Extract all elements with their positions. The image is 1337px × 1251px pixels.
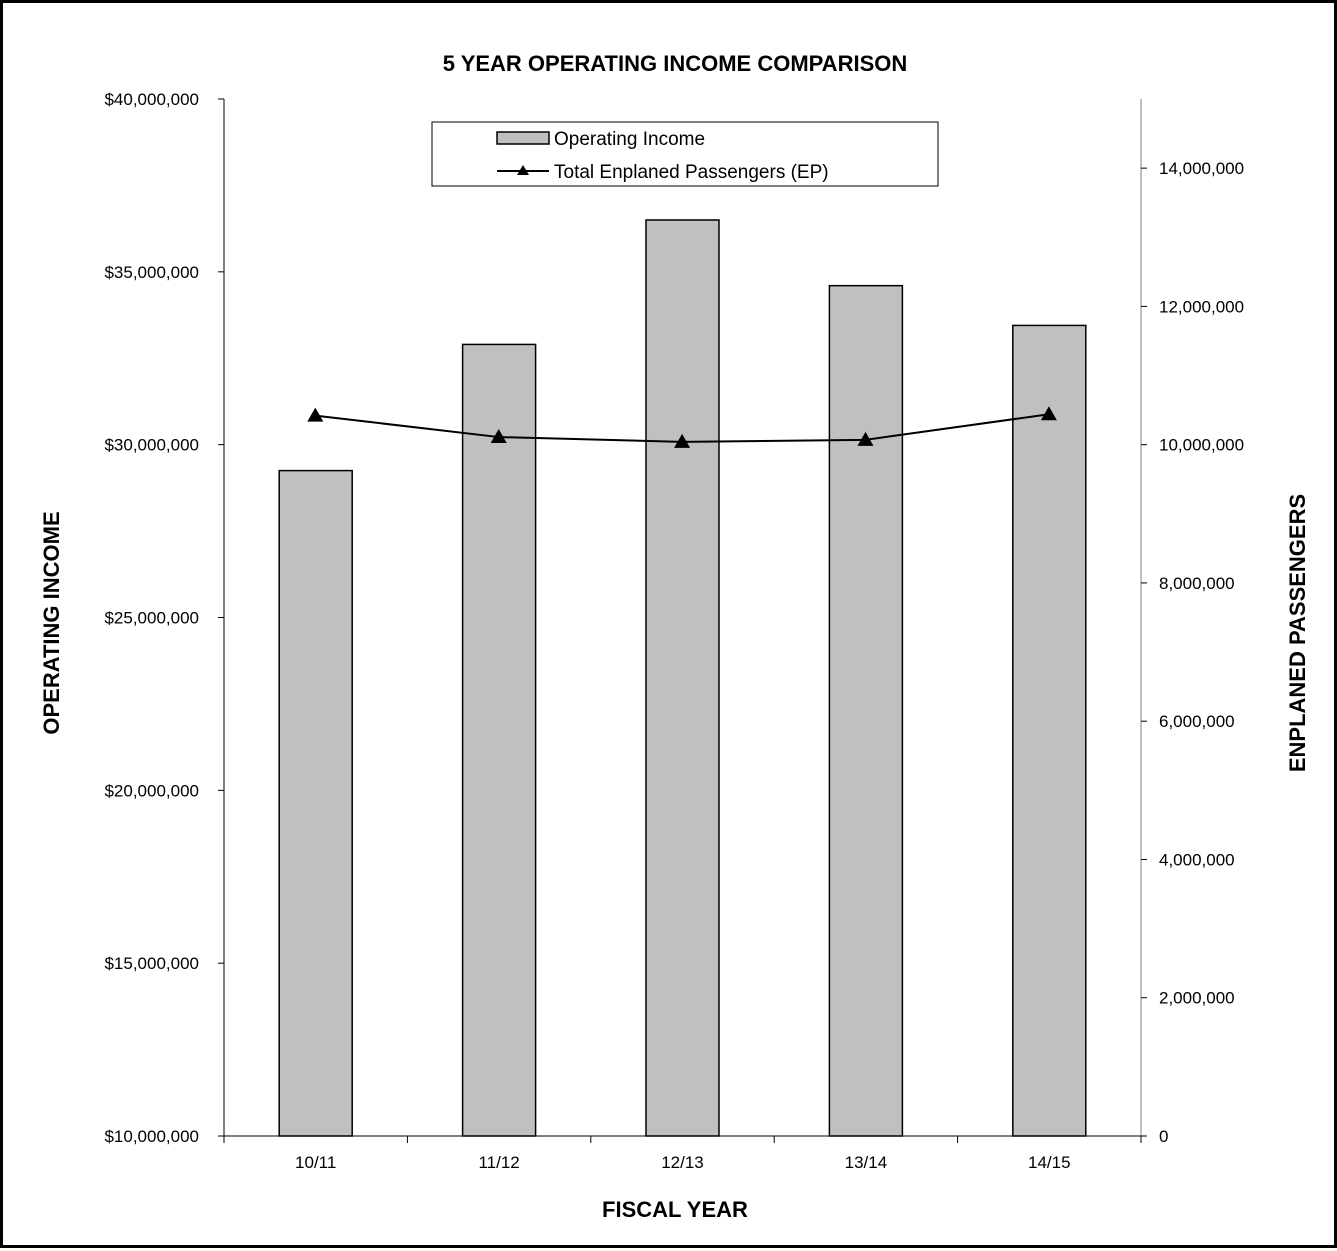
bar-operating-income-13-14 (828, 284, 904, 1137)
legend-triangle-marker (517, 165, 529, 175)
x-tick-label: 12/13 (661, 1153, 704, 1172)
x-axis: 10/11 11/12 12/13 13/14 14/15 (223, 1136, 1142, 1172)
marker-enplaned-passengers-14-15 (1040, 406, 1057, 421)
marker-enplaned-passengers-10-11 (307, 407, 324, 422)
y-tick-label: $40,000,000 (104, 90, 199, 109)
y-tick-label: $20,000,000 (104, 781, 199, 800)
y-tick-label: $10,000,000 (104, 1127, 199, 1146)
y2-axis-title: ENPLANED PASSENGERS (1285, 494, 1310, 772)
y2-tick-label: 4,000,000 (1159, 850, 1235, 869)
y2-tick-label: 12,000,000 (1159, 297, 1244, 316)
left-axis: $10,000,000 $15,000,000 $20,000,000 $25,000… (104, 90, 224, 1146)
marker-enplaned-passengers-12-13 (674, 433, 691, 448)
y2-tick-label: 8,000,000 (1159, 574, 1235, 593)
x-axis-title: FISCAL YEAR (602, 1197, 748, 1222)
y-axis-title: OPERATING INCOME (39, 511, 64, 734)
chart-title: 5 YEAR OPERATING INCOME COMPARISON (443, 51, 908, 76)
y-tick-label: $15,000,000 (104, 954, 199, 973)
x-tick-label: 10/11 (295, 1153, 336, 1172)
y2-tick-label: 6,000,000 (1159, 712, 1235, 731)
legend-bar-swatch (496, 131, 550, 145)
y-tick-label: $30,000,000 (104, 436, 199, 455)
right-axis: 0 2,000,000 4,000,000 6,000,000 8,000,000 10,… (1141, 159, 1244, 1146)
line-layer (307, 406, 1057, 448)
bar-operating-income-12-13 (645, 219, 720, 1137)
marker-enplaned-passengers-13-14 (857, 431, 874, 446)
bar-operating-income-11-12 (461, 343, 537, 1137)
y2-tick-label: 14,000,000 (1159, 159, 1244, 178)
y-tick-label: $35,000,000 (104, 263, 199, 282)
y2-tick-label: 2,000,000 (1159, 989, 1235, 1008)
bar-operating-income-14-15 (1012, 324, 1087, 1137)
y2-tick-label: 10,000,000 (1159, 436, 1244, 455)
x-tick-label: 13/14 (845, 1153, 888, 1172)
y-tick-label: $25,000,000 (104, 609, 199, 628)
y2-tick-label: 0 (1159, 1127, 1168, 1146)
x-tick-label: 14/15 (1028, 1153, 1071, 1172)
marker-enplaned-passengers-11-12 (490, 429, 507, 444)
x-tick-label: 11/12 (478, 1153, 519, 1172)
legend-label-operating-income: Operating Income (554, 129, 705, 150)
bars-layer (278, 219, 1087, 1137)
bar-operating-income-10-11 (278, 469, 353, 1137)
legend: Operating Income Total Enplaned Passenge… (431, 121, 939, 187)
chart: 5 YEAR OPERATING INCOME COMPARISON $10,0… (39, 51, 1310, 1222)
legend-label-enplaned-passengers: Total Enplaned Passengers (EP) (554, 162, 829, 183)
